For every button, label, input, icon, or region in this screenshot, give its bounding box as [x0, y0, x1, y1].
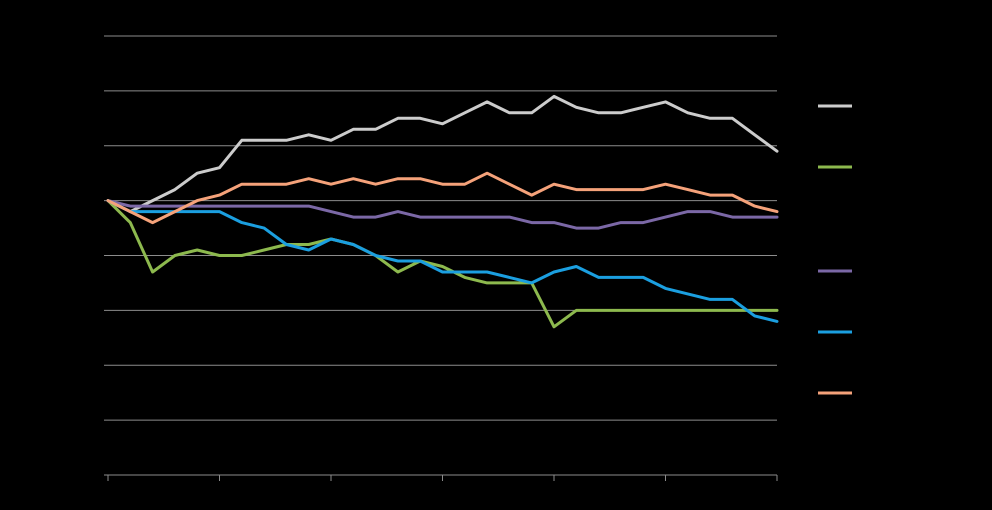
grid-lines: [104, 35, 777, 421]
series-line-4: [106, 199, 779, 323]
series-lines: [106, 94, 779, 329]
series-line-5: [106, 171, 779, 225]
series-line-3: [106, 199, 779, 230]
series-line-1: [106, 94, 779, 214]
x-axis: [104, 474, 778, 481]
series-line-2: [106, 199, 779, 329]
legend: [818, 104, 852, 395]
